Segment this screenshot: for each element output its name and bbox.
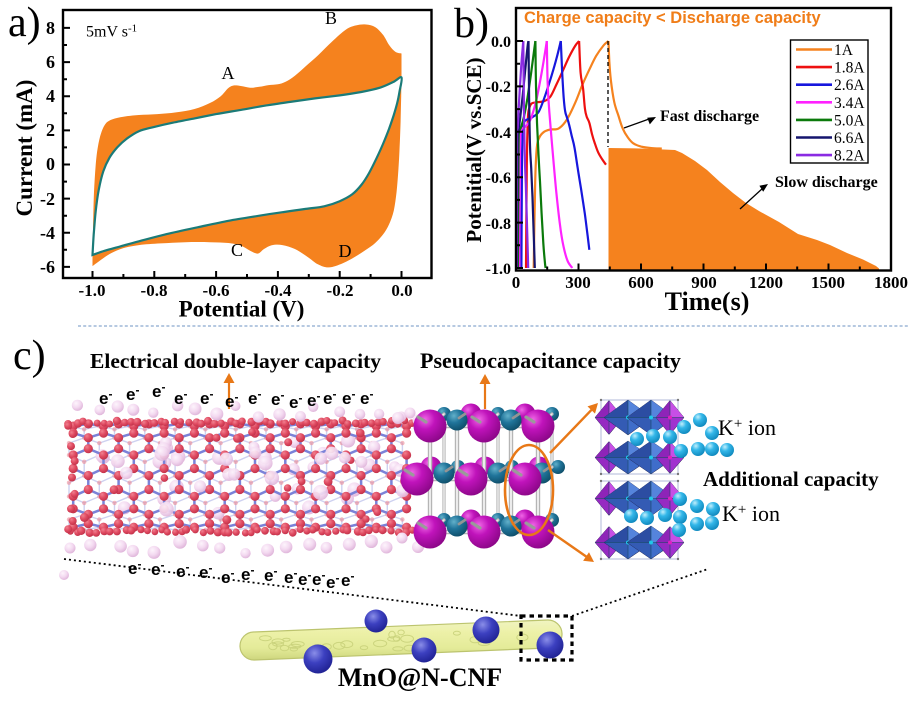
- svg-text:e-: e-: [199, 561, 212, 582]
- svg-text:e-: e-: [323, 387, 336, 408]
- svg-text:c): c): [13, 333, 46, 379]
- svg-text:8.2A: 8.2A: [834, 148, 865, 165]
- svg-text:Potenitial(V vs.SCE): Potenitial(V vs.SCE): [462, 57, 486, 242]
- svg-text:e-: e-: [312, 568, 325, 589]
- svg-text:e-: e-: [152, 380, 165, 401]
- svg-text:1.8A: 1.8A: [834, 60, 865, 77]
- svg-text:b): b): [454, 1, 489, 47]
- svg-text:e-: e-: [271, 388, 284, 409]
- svg-text:e-: e-: [176, 560, 189, 581]
- svg-text:e-: e-: [174, 387, 187, 408]
- svg-text:-0.6: -0.6: [203, 281, 230, 300]
- svg-text:Electrical double-layer capac: Electrical double-layer capacity: [90, 349, 381, 373]
- svg-text:-6: -6: [40, 257, 55, 277]
- svg-text:Fast discharge: Fast discharge: [660, 108, 759, 125]
- svg-text:-0.2: -0.2: [486, 79, 511, 96]
- svg-text:e-: e-: [289, 391, 302, 412]
- svg-text:e-: e-: [342, 387, 355, 408]
- svg-text:e-: e-: [126, 383, 139, 404]
- svg-text:Charge capacity < Discharge ca: Charge capacity < Discharge capacity: [524, 9, 822, 27]
- svg-text:1200: 1200: [749, 273, 783, 292]
- svg-text:MnO@N-CNF: MnO@N-CNF: [338, 663, 502, 692]
- svg-text:600: 600: [628, 273, 654, 292]
- svg-text:Pseudocapacitance capacity: Pseudocapacitance capacity: [420, 348, 681, 373]
- svg-text:e-: e-: [298, 568, 311, 589]
- svg-text:2: 2: [46, 120, 55, 140]
- svg-text:K+ ion: K+ ion: [722, 501, 780, 526]
- svg-text:Time(s): Time(s): [665, 287, 750, 316]
- svg-text:-0.4: -0.4: [265, 281, 292, 300]
- svg-text:e-: e-: [221, 566, 234, 587]
- svg-text:0: 0: [46, 154, 55, 174]
- svg-text:Current (mA): Current (mA): [12, 80, 37, 217]
- svg-text:1800: 1800: [874, 273, 908, 292]
- svg-text:Slow discharge: Slow discharge: [775, 174, 878, 191]
- svg-text:e-: e-: [264, 564, 277, 585]
- svg-text:0.0: 0.0: [391, 281, 412, 300]
- svg-text:e-: e-: [99, 387, 112, 408]
- svg-text:5mV s-1: 5mV s-1: [86, 23, 137, 41]
- svg-text:-1.0: -1.0: [79, 281, 106, 300]
- svg-text:e-: e-: [248, 387, 261, 408]
- svg-text:e-: e-: [200, 387, 213, 408]
- svg-text:e-: e-: [326, 571, 339, 592]
- svg-text:1500: 1500: [811, 273, 845, 292]
- svg-text:D: D: [339, 241, 352, 261]
- svg-text:B: B: [325, 8, 337, 28]
- svg-text:C: C: [231, 240, 243, 260]
- svg-text:-1.0: -1.0: [486, 261, 511, 278]
- svg-text:e-: e-: [284, 566, 297, 587]
- svg-text:-0.8: -0.8: [486, 216, 511, 233]
- svg-text:-0.4: -0.4: [486, 125, 511, 142]
- svg-text:A: A: [222, 63, 235, 83]
- svg-text:2.6A: 2.6A: [834, 77, 865, 94]
- svg-text:3.4A: 3.4A: [834, 95, 865, 112]
- svg-text:-4: -4: [40, 223, 55, 243]
- svg-text:K+ ion: K+ ion: [718, 415, 776, 440]
- svg-text:e-: e-: [360, 387, 373, 408]
- svg-text:0.0: 0.0: [491, 34, 511, 51]
- svg-text:0: 0: [512, 273, 521, 292]
- svg-text:e-: e-: [341, 569, 354, 590]
- svg-text:900: 900: [691, 273, 717, 292]
- svg-text:1A: 1A: [834, 42, 854, 59]
- svg-text:Potential (V): Potential (V): [179, 297, 305, 322]
- svg-text:6.6A: 6.6A: [834, 130, 865, 147]
- svg-text:300: 300: [565, 273, 591, 292]
- svg-text:a): a): [8, 0, 41, 46]
- svg-text:4: 4: [46, 86, 55, 106]
- svg-text:8: 8: [46, 18, 55, 38]
- svg-text:5.0A: 5.0A: [834, 112, 865, 129]
- svg-text:-0.2: -0.2: [327, 281, 354, 300]
- svg-text:Additional capacity: Additional capacity: [703, 467, 879, 491]
- svg-text:-0.8: -0.8: [141, 281, 168, 300]
- svg-text:6: 6: [46, 52, 55, 72]
- svg-text:e-: e-: [307, 389, 320, 410]
- svg-text:-2: -2: [40, 189, 55, 209]
- svg-text:-0.6: -0.6: [486, 170, 511, 187]
- svg-text:e-: e-: [151, 558, 164, 579]
